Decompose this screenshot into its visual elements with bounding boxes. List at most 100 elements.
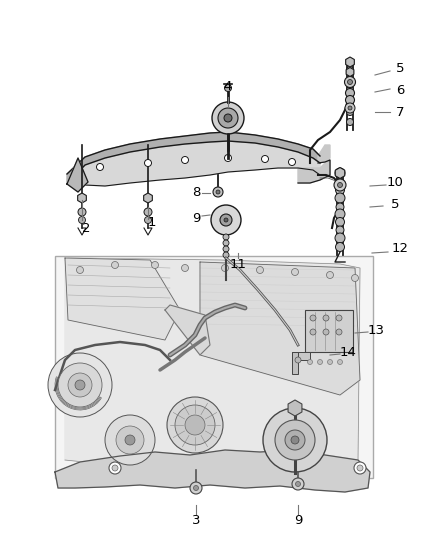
Circle shape <box>216 190 220 194</box>
Circle shape <box>285 430 305 450</box>
Text: 5: 5 <box>396 61 404 75</box>
Polygon shape <box>67 158 88 192</box>
Circle shape <box>275 420 315 460</box>
Circle shape <box>78 208 86 216</box>
Text: 6: 6 <box>396 84 404 96</box>
Bar <box>292 352 298 374</box>
Circle shape <box>194 486 198 490</box>
Circle shape <box>336 178 344 186</box>
Circle shape <box>335 193 345 203</box>
Circle shape <box>346 109 353 116</box>
Circle shape <box>346 67 353 74</box>
Circle shape <box>167 397 223 453</box>
Circle shape <box>291 436 299 444</box>
Circle shape <box>145 216 152 223</box>
Circle shape <box>152 262 159 269</box>
Bar <box>305 310 353 352</box>
Circle shape <box>310 315 316 321</box>
Circle shape <box>223 246 229 252</box>
Circle shape <box>181 264 188 271</box>
Circle shape <box>75 380 85 390</box>
Circle shape <box>336 243 345 252</box>
Circle shape <box>223 234 229 240</box>
Circle shape <box>346 77 353 84</box>
Text: 8: 8 <box>192 187 200 199</box>
Circle shape <box>354 462 366 474</box>
Circle shape <box>261 156 268 163</box>
Circle shape <box>222 264 229 271</box>
Circle shape <box>326 271 333 279</box>
Circle shape <box>336 203 344 211</box>
Circle shape <box>347 79 353 85</box>
Circle shape <box>48 353 112 417</box>
Circle shape <box>323 329 329 335</box>
Text: 1: 1 <box>148 215 156 229</box>
Polygon shape <box>67 141 320 186</box>
Circle shape <box>289 158 296 166</box>
Circle shape <box>336 315 342 321</box>
Circle shape <box>175 405 215 445</box>
Circle shape <box>181 157 188 164</box>
Circle shape <box>223 252 229 258</box>
Bar <box>55 256 373 478</box>
Circle shape <box>336 226 344 234</box>
Circle shape <box>145 159 152 166</box>
Circle shape <box>334 179 346 191</box>
Circle shape <box>211 205 241 235</box>
Circle shape <box>336 185 345 195</box>
Circle shape <box>323 315 329 321</box>
Circle shape <box>109 462 121 474</box>
Circle shape <box>263 408 327 472</box>
Circle shape <box>318 359 322 365</box>
Text: 5: 5 <box>391 198 399 212</box>
Circle shape <box>336 329 342 335</box>
Circle shape <box>346 95 354 104</box>
Circle shape <box>68 373 92 397</box>
Circle shape <box>352 274 358 281</box>
Polygon shape <box>65 258 180 340</box>
Circle shape <box>225 155 232 161</box>
Text: 12: 12 <box>392 241 409 254</box>
Circle shape <box>105 415 155 465</box>
Circle shape <box>338 359 343 365</box>
Circle shape <box>357 465 363 471</box>
Circle shape <box>58 363 102 407</box>
Circle shape <box>335 168 345 178</box>
Circle shape <box>112 465 118 471</box>
Text: 14: 14 <box>339 345 357 359</box>
Circle shape <box>335 209 345 219</box>
Circle shape <box>335 233 345 243</box>
Circle shape <box>218 108 238 128</box>
Bar <box>292 352 310 360</box>
Circle shape <box>212 102 244 134</box>
Text: 9: 9 <box>192 212 200 224</box>
Circle shape <box>223 240 229 246</box>
Circle shape <box>346 88 354 98</box>
Text: 13: 13 <box>367 324 385 336</box>
Text: 4: 4 <box>224 80 232 93</box>
Polygon shape <box>200 262 360 395</box>
Polygon shape <box>298 145 330 183</box>
Circle shape <box>292 269 299 276</box>
Circle shape <box>116 426 144 454</box>
Circle shape <box>185 415 205 435</box>
Circle shape <box>296 481 300 487</box>
Circle shape <box>345 77 356 87</box>
Circle shape <box>338 182 343 188</box>
Circle shape <box>257 266 264 273</box>
Polygon shape <box>67 132 320 184</box>
Circle shape <box>190 482 202 494</box>
Circle shape <box>336 217 345 227</box>
Circle shape <box>307 359 312 365</box>
Polygon shape <box>65 258 360 474</box>
Circle shape <box>292 478 304 490</box>
Circle shape <box>213 187 223 197</box>
Circle shape <box>346 59 353 66</box>
Circle shape <box>346 118 353 125</box>
Circle shape <box>96 164 103 171</box>
Circle shape <box>224 218 228 222</box>
Circle shape <box>78 216 85 223</box>
Text: 9: 9 <box>294 514 302 528</box>
Circle shape <box>125 435 135 445</box>
Circle shape <box>348 106 352 110</box>
